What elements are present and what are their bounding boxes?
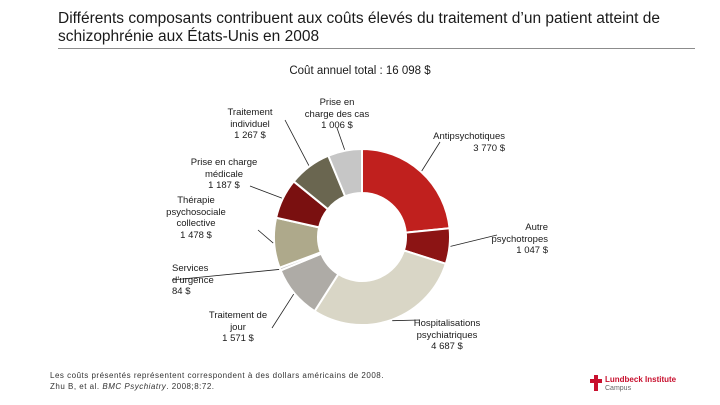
slice-hospitalisations	[313, 249, 448, 326]
leader-line-autre-psychotropes	[450, 234, 498, 247]
slice-antipsychotiques	[361, 147, 451, 234]
title-divider	[58, 48, 695, 49]
chart-total-label: Coût annuel total : 16 098 $	[289, 65, 431, 77]
label-autre-psychotropes: Autre psychotropes 1 047 $	[491, 222, 548, 256]
slice-prise-en-charge-des-cas	[327, 147, 363, 198]
label-traitement-de-jour: Traitement de jour 1 571 $	[208, 310, 268, 344]
label-prise-en-charge-medicale: Prise en charge médicale 1 187 $	[190, 157, 258, 191]
label-prise-en-charge-des-cas: Prise en charge des cas 1 006 $	[304, 97, 370, 131]
footnote-line-1: Les coûts présentés représentent corresp…	[50, 371, 384, 380]
leader-line-antipsychotiques	[421, 141, 441, 172]
leader-line-prise-en-charge-medicale	[249, 185, 283, 199]
leader-line-hospitalisations	[392, 319, 421, 322]
lundbeck-logo: Lundbeck Institute Campus	[590, 374, 700, 398]
cross-icon	[590, 375, 602, 391]
footnote-line-2: Zhu B, et al. BMC Psychiatry. 2008;8:72.	[50, 382, 215, 391]
page-title: Différents composants contribuent aux co…	[58, 10, 660, 45]
label-therapie-psychosociale: Thérapie psychosociale collective 1 478 …	[166, 195, 226, 241]
label-hospitalisations: Hospitalisations psychiatriques 4 687 $	[413, 318, 481, 352]
footnote: Les coûts présentés représentent corresp…	[50, 370, 384, 392]
label-services-urgence: Services d’urgence 84 $	[172, 263, 214, 297]
leader-line-traitement-individuel	[284, 119, 310, 166]
leader-line-therapie-psychosociale	[257, 229, 274, 244]
label-traitement-individuel: Traitement individuel 1 267 $	[227, 107, 273, 141]
leader-line-traitement-de-jour	[271, 293, 295, 329]
leader-line-services-urgence	[171, 269, 280, 281]
leader-line-prise-en-charge-des-cas	[336, 127, 346, 150]
label-antipsychotiques: Antipsychotiques 3 770 $	[433, 131, 505, 154]
